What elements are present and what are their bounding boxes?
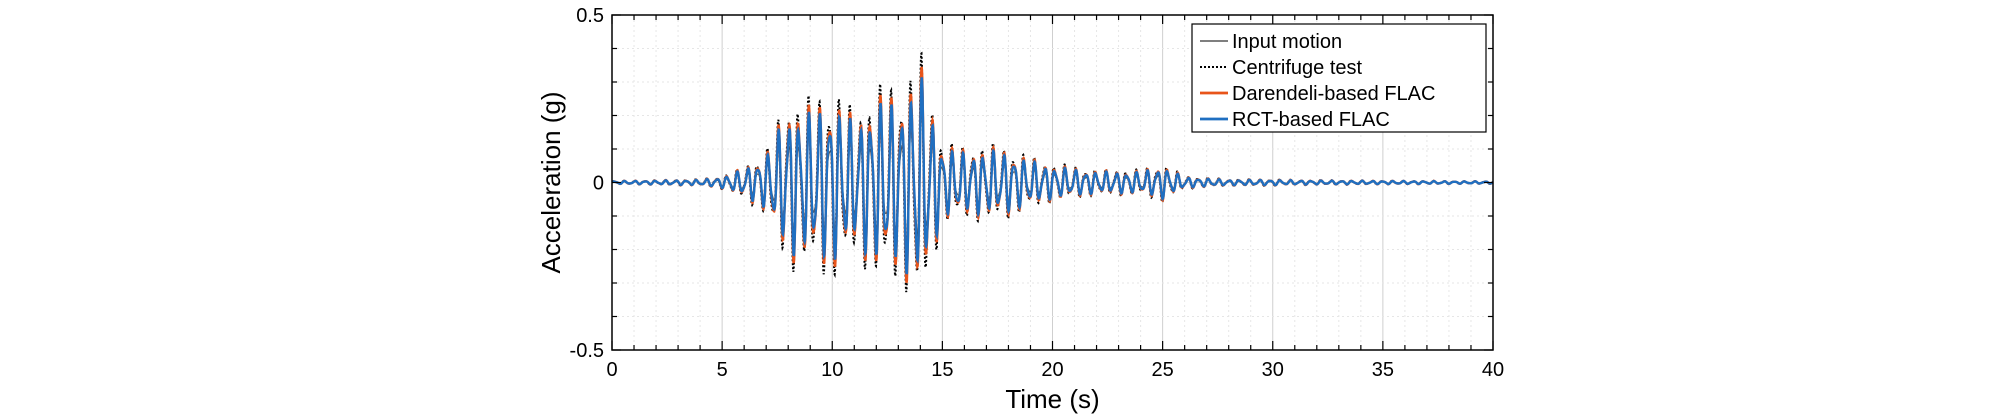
tick-labels: 0 5 10 15 20 25 30 35 40-0.500.5 [570,5,1505,381]
x-tick-label: 30 [1262,359,1284,381]
x-tick-label: 25 [1152,359,1174,381]
y-axis-title: Acceleration (g) [536,91,566,273]
y-tick-label: 0.5 [576,5,604,27]
series-line-4 [611,77,1494,275]
legend-box [1191,23,1487,133]
x-tick-label: 40 [1482,359,1504,381]
y-tick-label: -0.5 [570,340,604,362]
x-tick-label: 10 [821,359,843,381]
legend-label: Darendeli-based FLAC [1232,83,1435,105]
x-tick-label: 35 [1372,359,1394,381]
legend-label: Input motion [1232,31,1342,53]
tick-marks [611,14,1494,351]
series-lines [611,51,1494,293]
x-tick-label: 20 [1041,359,1063,381]
legend-label: RCT-based FLAC [1232,109,1390,131]
x-tick-label: 0 [606,359,617,381]
x-tick-label: 5 [717,359,728,381]
legend: Input motion Centrifuge test Darendeli-bas… [1191,23,1487,133]
x-axis-title: Time (s) [1005,384,1099,414]
x-tick-label: 15 [931,359,953,381]
y-tick-label: 0 [593,173,604,195]
legend-label: Centrifuge test [1232,57,1363,79]
